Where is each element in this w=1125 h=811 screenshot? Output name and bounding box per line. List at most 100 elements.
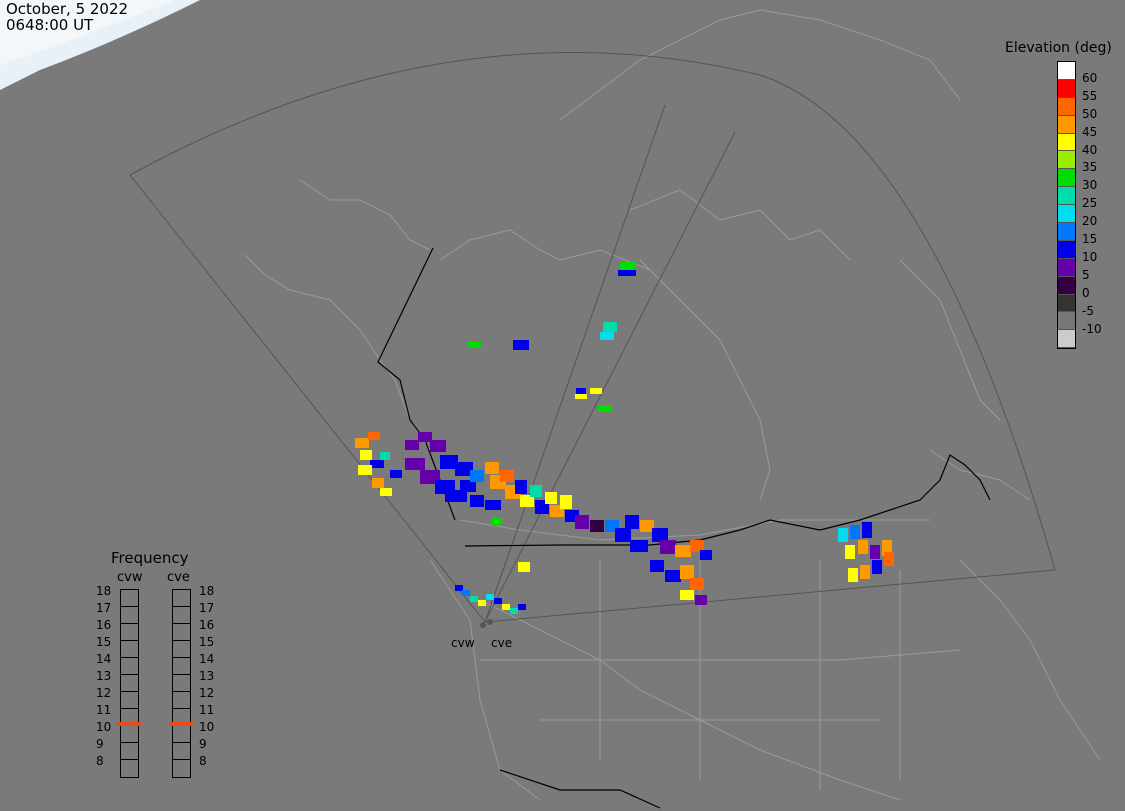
colorbar-cell (1058, 240, 1075, 259)
colorbar-cell (1058, 258, 1075, 277)
frequency-marker-cve (169, 722, 193, 726)
frequency-cell (121, 726, 138, 743)
frequency-cell (121, 607, 138, 624)
echo-cell (575, 515, 589, 529)
timestamp-date: October, 5 2022 (6, 0, 129, 18)
echo-cell (530, 485, 542, 497)
echo-cell (600, 332, 614, 340)
echo-cell (560, 495, 572, 509)
terminator-region-ice (0, 0, 175, 65)
echo-cell (430, 440, 446, 452)
frequency-tick-label: 13 (199, 669, 215, 683)
echo-cell (640, 520, 654, 532)
echo-cell (445, 490, 467, 502)
echo-cell (500, 470, 514, 482)
echo-cell (440, 455, 458, 469)
colorbar-tick-label: 35 (1082, 160, 1098, 175)
colorbar-tick-label: 40 (1082, 142, 1098, 157)
colorbar-cell (1058, 169, 1075, 188)
colorbar-cell (1058, 97, 1075, 116)
frequency-cell (121, 624, 138, 641)
colorbar-tick-label: -10 (1082, 321, 1102, 336)
colorbar-tick-label: 20 (1082, 214, 1098, 229)
colorbar-cell (1058, 79, 1075, 98)
echo-cell (620, 262, 636, 270)
echo-cell (690, 540, 704, 552)
frequency-cell (173, 624, 190, 641)
frequency-cell (121, 692, 138, 709)
echo-cell (860, 565, 870, 579)
frequency-tick-label: 16 (96, 618, 112, 632)
echo-cell (590, 388, 602, 394)
echo-cell (695, 595, 707, 605)
frequency-tick-label: 14 (96, 652, 112, 666)
echo-cell (494, 598, 502, 604)
echo-cell (358, 465, 372, 475)
echo-cell (455, 462, 473, 476)
frequency-title: Frequency (111, 549, 189, 567)
colorbar-tick-label: 5 (1082, 267, 1090, 282)
echo-cell (380, 452, 390, 460)
echo-cell (590, 520, 604, 532)
frequency-tick-label: 10 (96, 720, 112, 734)
echo-cell (576, 388, 586, 394)
colorbar-tick-label: 55 (1082, 88, 1098, 103)
echo-cell (675, 545, 691, 557)
echo-cell (700, 550, 712, 560)
frequency-cell (121, 590, 138, 607)
frequency-tick-label: 15 (199, 635, 215, 649)
echo-cell (652, 528, 668, 542)
echo-cell (486, 594, 494, 600)
echo-cell (467, 342, 481, 348)
frequency-column-cvw (120, 589, 139, 778)
echo-cell (470, 596, 478, 602)
site-label-cve: cve (491, 636, 513, 650)
echo-cell (405, 440, 419, 450)
frequency-tick-label: 8 (96, 754, 104, 768)
landmass-outlines (244, 9, 1101, 801)
echo-cell (485, 462, 499, 474)
colorbar-cell (1058, 187, 1075, 206)
echo-cell (850, 525, 860, 539)
echo-cell (575, 394, 587, 399)
elevation-colorbar (1057, 61, 1076, 350)
frequency-cell (121, 743, 138, 760)
colorbar-cell (1058, 133, 1075, 152)
colorbar-cell (1058, 151, 1075, 170)
colorbar-cell (1058, 294, 1075, 313)
colorbar-cell (1058, 276, 1075, 295)
echo-cell (478, 600, 486, 606)
frequency-cell (173, 658, 190, 675)
frequency-cell (173, 726, 190, 743)
echo-cell (625, 515, 639, 529)
echo-cell (418, 432, 432, 442)
echo-cell (660, 540, 676, 554)
echo-cell (518, 604, 526, 610)
echo-cell (368, 432, 380, 440)
frequency-cell (121, 675, 138, 692)
colorbar-tick-label: 50 (1082, 106, 1098, 121)
colorbar-tick-label: 15 (1082, 232, 1098, 246)
echo-cell (845, 545, 855, 559)
echo-cell (370, 460, 384, 468)
frequency-cell (173, 760, 190, 777)
frequency-tick-label: 17 (199, 601, 215, 615)
echo-cell (598, 405, 612, 412)
colorbar-cell (1058, 62, 1075, 80)
frequency-label-cvw: cvw (117, 570, 143, 585)
colorbar-tick-label: 30 (1082, 178, 1098, 193)
echo-cell (650, 560, 664, 572)
colorbar-tick-label: 0 (1082, 285, 1090, 300)
frequency-tick-label: 11 (96, 703, 112, 717)
colorbar-title: Elevation (deg) (1005, 40, 1112, 56)
frequency-column-cve (172, 589, 191, 778)
echo-cell (462, 590, 470, 596)
echo-cell (518, 562, 530, 572)
fov-outlines (129, 52, 1056, 623)
frequency-cell (121, 658, 138, 675)
frequency-tick-label: 18 (96, 584, 112, 598)
frequency-cell (173, 641, 190, 658)
echo-cell (502, 604, 510, 610)
